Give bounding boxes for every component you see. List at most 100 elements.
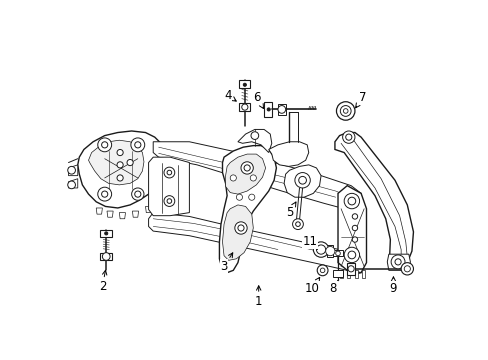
Circle shape xyxy=(135,142,141,148)
Polygon shape xyxy=(88,140,143,185)
Circle shape xyxy=(340,105,350,116)
Circle shape xyxy=(117,175,123,181)
Circle shape xyxy=(347,251,355,259)
Polygon shape xyxy=(239,80,250,88)
Circle shape xyxy=(243,83,246,86)
Circle shape xyxy=(163,167,174,178)
Polygon shape xyxy=(346,263,354,275)
Polygon shape xyxy=(225,154,265,194)
Circle shape xyxy=(325,247,334,256)
Polygon shape xyxy=(96,208,102,214)
Circle shape xyxy=(248,194,254,200)
Circle shape xyxy=(320,268,324,273)
Polygon shape xyxy=(346,270,349,278)
Polygon shape xyxy=(334,132,413,266)
Circle shape xyxy=(336,102,354,120)
Polygon shape xyxy=(268,142,308,166)
Polygon shape xyxy=(100,230,112,237)
Circle shape xyxy=(68,166,75,174)
Circle shape xyxy=(167,199,171,203)
Circle shape xyxy=(230,175,236,181)
Polygon shape xyxy=(340,270,343,278)
Circle shape xyxy=(344,193,359,209)
Circle shape xyxy=(250,132,258,139)
Polygon shape xyxy=(277,104,285,115)
Polygon shape xyxy=(68,165,78,176)
Circle shape xyxy=(344,247,359,263)
Circle shape xyxy=(404,266,409,272)
Text: 6: 6 xyxy=(253,91,263,108)
Text: 11: 11 xyxy=(302,235,317,249)
Text: 7: 7 xyxy=(355,91,366,108)
Text: 4: 4 xyxy=(224,89,236,102)
Circle shape xyxy=(266,108,270,111)
Circle shape xyxy=(351,214,357,219)
Text: 9: 9 xyxy=(389,277,396,294)
Text: 1: 1 xyxy=(254,286,262,308)
Circle shape xyxy=(167,170,171,175)
Circle shape xyxy=(234,222,246,234)
Circle shape xyxy=(98,187,111,201)
Text: 5: 5 xyxy=(285,202,295,219)
Circle shape xyxy=(313,242,328,257)
Polygon shape xyxy=(153,142,362,213)
Text: 2: 2 xyxy=(99,270,107,293)
Circle shape xyxy=(298,176,306,184)
Circle shape xyxy=(294,172,310,188)
Circle shape xyxy=(316,245,325,254)
Circle shape xyxy=(351,237,357,242)
Polygon shape xyxy=(333,270,342,276)
Circle shape xyxy=(400,263,413,275)
Text: 3: 3 xyxy=(220,253,232,273)
Polygon shape xyxy=(337,186,366,273)
Polygon shape xyxy=(238,130,271,153)
Circle shape xyxy=(345,134,351,140)
Circle shape xyxy=(98,138,111,152)
Circle shape xyxy=(292,219,303,230)
Polygon shape xyxy=(107,211,113,217)
Circle shape xyxy=(102,253,110,260)
Circle shape xyxy=(250,175,256,181)
Circle shape xyxy=(131,188,143,200)
Polygon shape xyxy=(68,179,78,188)
Circle shape xyxy=(238,225,244,231)
Circle shape xyxy=(277,105,285,113)
Circle shape xyxy=(68,181,75,189)
Circle shape xyxy=(347,197,355,205)
Circle shape xyxy=(127,159,133,166)
Circle shape xyxy=(342,131,354,143)
Polygon shape xyxy=(219,145,276,273)
Polygon shape xyxy=(100,253,112,260)
Circle shape xyxy=(244,165,250,171)
Text: 10: 10 xyxy=(305,278,319,294)
Circle shape xyxy=(317,265,327,276)
Polygon shape xyxy=(284,165,321,197)
Circle shape xyxy=(295,222,300,226)
Polygon shape xyxy=(333,249,342,256)
Circle shape xyxy=(117,149,123,156)
Circle shape xyxy=(135,191,141,197)
Text: 8: 8 xyxy=(329,281,337,294)
Circle shape xyxy=(347,266,353,272)
Circle shape xyxy=(343,109,347,113)
Polygon shape xyxy=(264,102,271,117)
Circle shape xyxy=(241,104,247,110)
Circle shape xyxy=(117,162,123,168)
Polygon shape xyxy=(119,213,125,219)
Circle shape xyxy=(102,191,107,197)
Circle shape xyxy=(131,138,144,152)
Circle shape xyxy=(236,194,242,200)
Polygon shape xyxy=(239,103,250,111)
Circle shape xyxy=(351,225,357,231)
Circle shape xyxy=(335,251,340,256)
Polygon shape xyxy=(145,206,151,213)
Circle shape xyxy=(394,259,400,265)
Circle shape xyxy=(390,255,404,269)
Polygon shape xyxy=(78,131,163,208)
Polygon shape xyxy=(361,270,364,278)
Circle shape xyxy=(104,232,107,235)
Polygon shape xyxy=(148,213,362,274)
Polygon shape xyxy=(132,211,138,217)
Polygon shape xyxy=(354,270,357,278)
Polygon shape xyxy=(386,254,409,270)
